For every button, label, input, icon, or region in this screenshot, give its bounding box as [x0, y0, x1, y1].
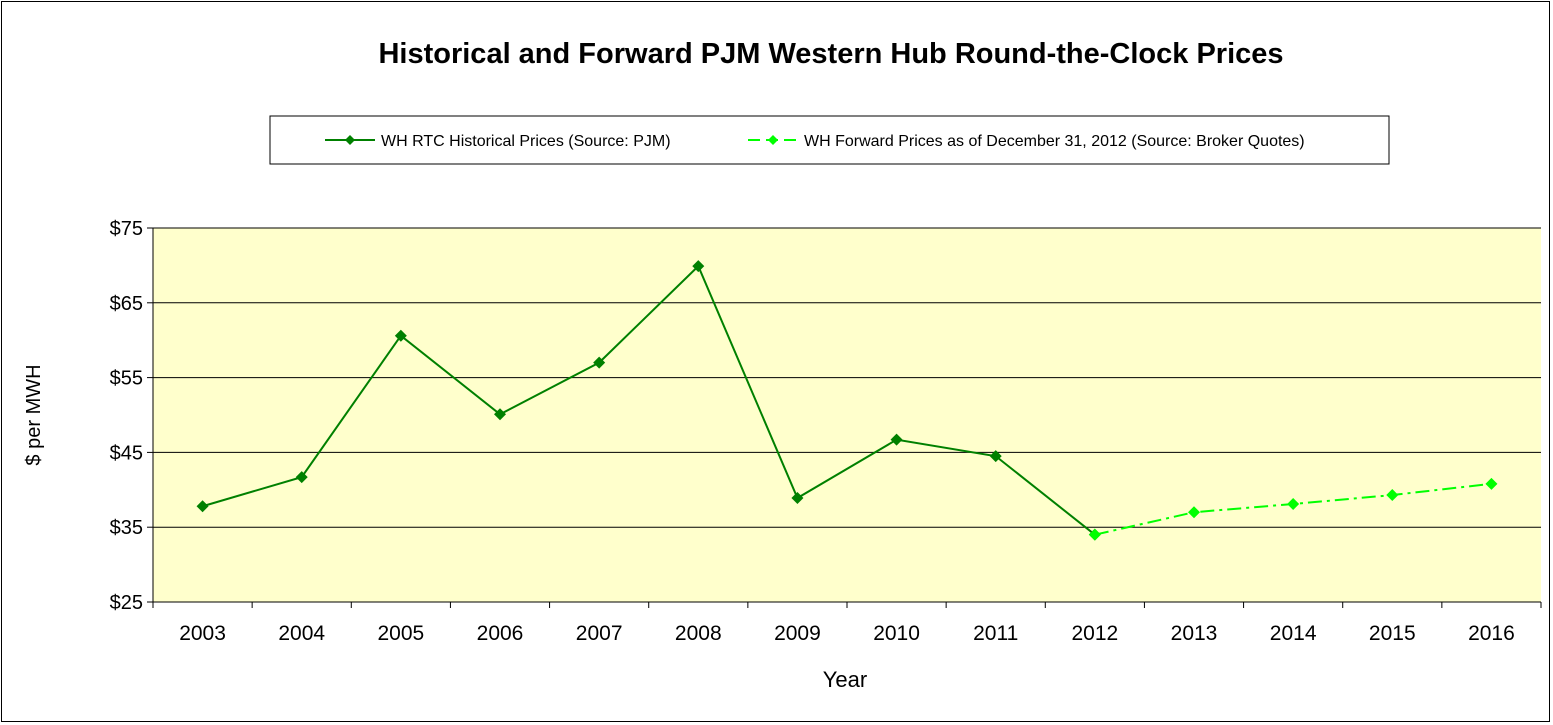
- data-point: [196, 500, 209, 513]
- legend-label: WH RTC Historical Prices (Source: PJM): [381, 133, 671, 150]
- y-axis-label: $ per MWH: [23, 364, 45, 465]
- x-tick-label: 2008: [675, 622, 722, 645]
- x-tick-label: 2016: [1468, 622, 1515, 645]
- x-tick-label: 2005: [377, 622, 424, 645]
- data-point: [394, 329, 407, 342]
- y-tick-label: $25: [110, 592, 143, 614]
- y-tick-label: $75: [110, 218, 143, 240]
- data-point: [1287, 498, 1300, 511]
- y-tick-label: $55: [110, 368, 143, 390]
- data-point: [295, 471, 308, 484]
- x-tick-label: 2010: [873, 622, 920, 645]
- x-tick-label: 2009: [774, 622, 821, 645]
- x-tick-label: 2014: [1270, 622, 1317, 645]
- data-point: [989, 450, 1002, 463]
- data-point: [1088, 528, 1101, 541]
- data-point: [1386, 489, 1399, 502]
- x-axis-label: Year: [823, 667, 867, 692]
- legend-box: [269, 115, 1390, 165]
- x-tick-label: 2015: [1369, 622, 1416, 645]
- data-point: [593, 356, 606, 369]
- data-point: [890, 433, 903, 446]
- series-line-0: [202, 264, 1096, 536]
- x-tick-label: 2004: [278, 622, 325, 645]
- x-tick-label: 2012: [1071, 622, 1118, 645]
- y-tick-label: $65: [110, 293, 143, 315]
- data-point: [791, 492, 804, 505]
- x-tick-label: 2007: [576, 622, 623, 645]
- data-point: [494, 408, 506, 421]
- x-tick-label: 2013: [1171, 622, 1218, 645]
- legend-marker: [768, 135, 778, 145]
- legend-label: WH Forward Prices as of December 31, 201…: [804, 133, 1305, 150]
- x-tick-label: 2003: [179, 622, 226, 645]
- y-tick-label: $45: [110, 442, 143, 464]
- x-tick-label: 2011: [973, 622, 1018, 645]
- legend-marker: [345, 135, 355, 145]
- data-point: [1485, 477, 1498, 490]
- plot-area: [153, 228, 1541, 602]
- x-tick-label: 2006: [477, 622, 524, 645]
- y-tick-label: $35: [110, 517, 143, 539]
- data-point: [692, 260, 705, 273]
- chart-title: Historical and Forward PJM Western Hub R…: [378, 38, 1283, 70]
- data-point: [1188, 506, 1200, 519]
